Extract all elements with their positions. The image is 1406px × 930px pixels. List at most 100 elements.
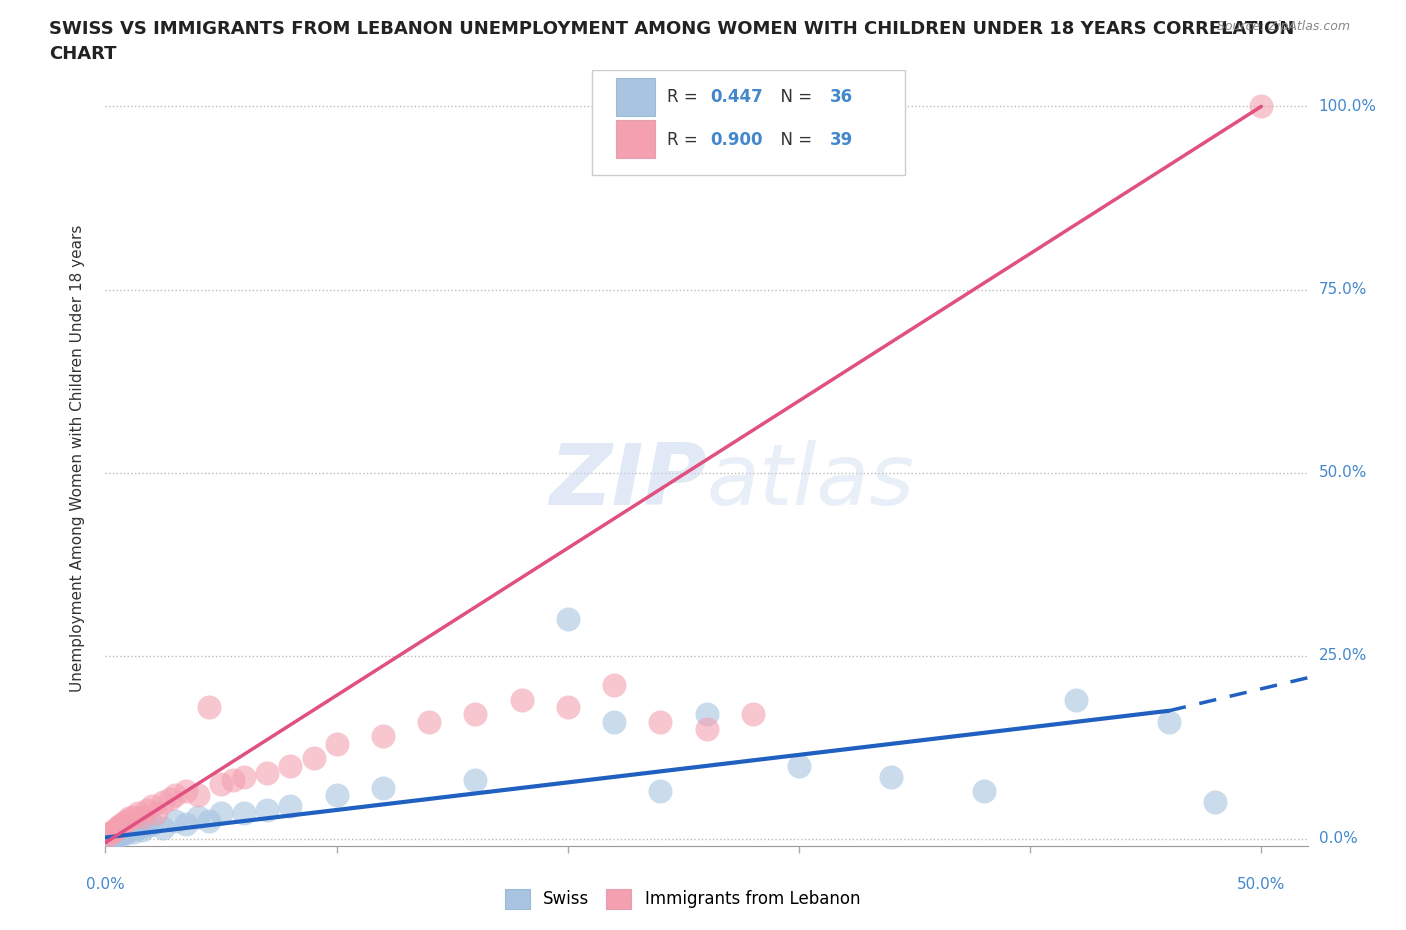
Point (117, 811, 139, 826)
Point (233, 769, 256, 784)
Text: 0.447: 0.447 (710, 88, 763, 106)
Point (209, 806, 232, 821)
Text: SWISS VS IMMIGRANTS FROM LEBANON UNEMPLOYMENT AMONG WOMEN WITH CHILDREN UNDER 18: SWISS VS IMMIGRANTS FROM LEBANON UNEMPLO… (49, 20, 1295, 38)
Point (141, 817, 163, 831)
Point (98, 826, 121, 841)
Text: 36: 36 (831, 88, 853, 106)
Point (136, 818, 159, 833)
Text: N =: N = (770, 88, 818, 106)
Point (152, 820, 174, 835)
Point (163, 788, 186, 803)
Point (108, 828, 131, 843)
Point (117, 823, 139, 838)
Point (97, 828, 120, 843)
Point (115, 824, 138, 839)
Point (131, 823, 153, 838)
Point (101, 824, 124, 839)
Point (198, 699, 221, 714)
Point (127, 820, 149, 835)
Point (325, 737, 347, 751)
Point (98, 830, 121, 844)
Point (108, 818, 131, 833)
Text: 75.0%: 75.0% (1319, 282, 1367, 297)
Legend: Swiss, Immigrants from Lebanon: Swiss, Immigrants from Lebanon (498, 882, 866, 916)
Point (1204, 795, 1226, 810)
Point (136, 803, 159, 817)
Text: R =: R = (666, 88, 703, 106)
Point (371, 729, 394, 744)
Point (141, 799, 163, 814)
Point (122, 809, 145, 824)
Point (603, 678, 626, 693)
Point (163, 813, 186, 828)
Text: Source: ZipAtlas.com: Source: ZipAtlas.com (1216, 20, 1350, 33)
Text: ZIP: ZIP (548, 440, 707, 523)
Point (152, 795, 174, 810)
Point (464, 773, 486, 788)
Point (1157, 714, 1180, 729)
Point (145, 806, 167, 821)
Point (176, 784, 198, 799)
Point (122, 824, 145, 839)
FancyBboxPatch shape (616, 120, 655, 158)
Point (198, 813, 221, 828)
Point (280, 799, 302, 814)
Point (105, 827, 128, 842)
Point (1066, 692, 1088, 707)
Text: 0.0%: 0.0% (1319, 831, 1357, 846)
Point (880, 769, 903, 784)
Point (187, 809, 209, 824)
Point (176, 817, 198, 831)
Point (111, 817, 134, 831)
Text: 0.0%: 0.0% (86, 877, 125, 892)
Text: CHART: CHART (49, 45, 117, 62)
Point (464, 707, 486, 722)
Point (104, 829, 127, 844)
Point (302, 751, 325, 765)
Text: 50.0%: 50.0% (1237, 877, 1285, 892)
Point (973, 784, 995, 799)
Point (510, 692, 533, 707)
Text: 39: 39 (831, 130, 853, 149)
Point (111, 826, 134, 841)
Point (112, 816, 135, 830)
Point (1250, 99, 1272, 113)
Point (105, 820, 128, 835)
Text: atlas: atlas (707, 440, 914, 523)
Point (101, 828, 124, 843)
Text: 100.0%: 100.0% (1319, 99, 1376, 113)
Point (256, 765, 278, 780)
Point (280, 758, 302, 773)
Text: 0.900: 0.900 (710, 130, 762, 149)
Text: R =: R = (666, 130, 703, 149)
Point (557, 612, 579, 627)
Point (650, 714, 672, 729)
Point (221, 773, 243, 788)
Point (371, 780, 394, 795)
FancyBboxPatch shape (616, 78, 655, 116)
Point (233, 806, 256, 821)
Point (695, 722, 717, 737)
Point (159, 791, 181, 806)
Point (104, 823, 127, 838)
Point (603, 714, 626, 729)
Point (325, 788, 347, 803)
Point (557, 699, 579, 714)
Point (418, 714, 440, 729)
Point (650, 784, 672, 799)
Text: 50.0%: 50.0% (1319, 465, 1367, 480)
Point (787, 758, 810, 773)
Point (112, 827, 135, 842)
Point (209, 777, 232, 791)
Point (187, 788, 209, 803)
Point (115, 813, 138, 828)
Text: N =: N = (770, 130, 818, 149)
Y-axis label: Unemployment Among Women with Children Under 18 years: Unemployment Among Women with Children U… (70, 224, 84, 692)
Point (695, 707, 717, 722)
Point (127, 806, 149, 821)
Point (131, 809, 153, 824)
FancyBboxPatch shape (592, 70, 905, 175)
Point (741, 707, 763, 722)
Text: 25.0%: 25.0% (1319, 648, 1367, 663)
Point (256, 803, 278, 817)
